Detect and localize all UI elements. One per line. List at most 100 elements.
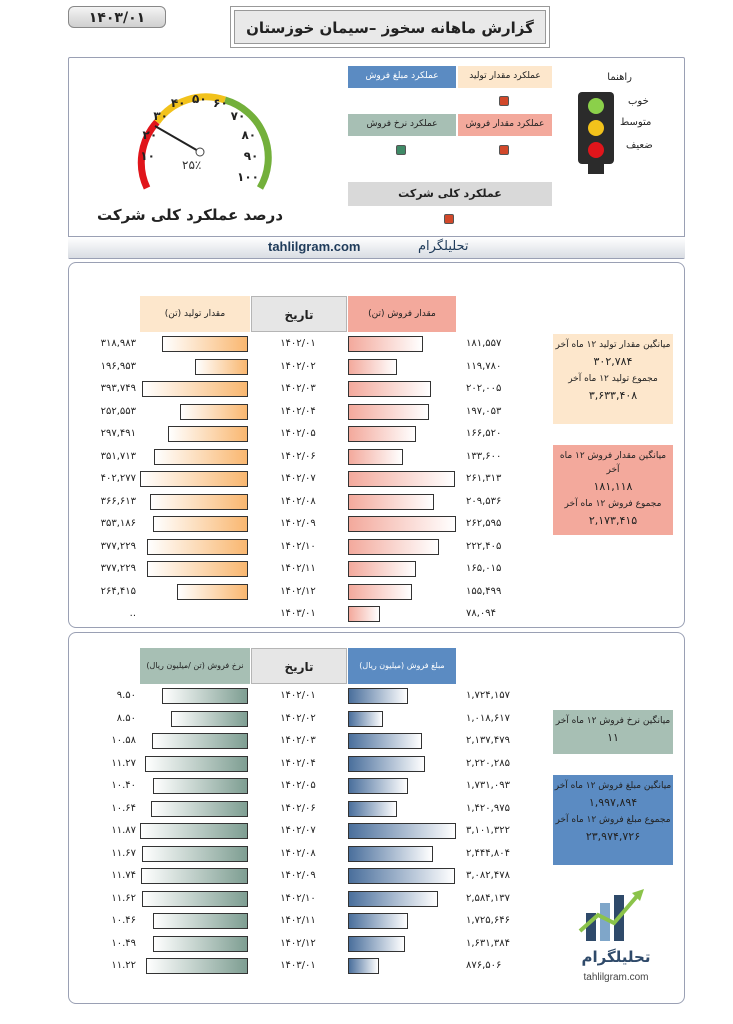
right-bar <box>348 358 397 375</box>
right-bar <box>348 890 438 907</box>
left-bar <box>142 890 248 907</box>
stats-rate: میانگین نرخ فروش ۱۲ ماه آخر ۱۱ <box>553 710 673 754</box>
legend-title: راهنما <box>607 72 632 83</box>
performance-gauge <box>137 93 272 190</box>
left-bar <box>153 913 248 929</box>
right-value: ۱,۴۲۰,۹۷۵ <box>466 802 510 814</box>
right-value: ۱۹۷,۰۵۳ <box>466 405 502 417</box>
right-value: ۱,۷۲۴,۱۵۷ <box>466 690 510 701</box>
date-cell: ۱۴۰۲/۰۳ <box>280 383 316 394</box>
left-bar <box>195 358 248 375</box>
left-value: ۱۰.۶۴ <box>111 802 136 814</box>
right-value: ۲۲۲,۴۰۵ <box>466 540 502 552</box>
right-value: ۱۱۹,۷۸۰ <box>466 360 502 372</box>
date-cell: ۱۴۰۲/۰۴ <box>280 757 316 769</box>
date-cell: ۱۴۰۲/۰۹ <box>280 518 316 529</box>
right-bar <box>348 493 434 510</box>
right-bar <box>348 710 383 727</box>
page-title: گزارش ماهانه سخوز –سیمان خوزستان <box>246 19 534 37</box>
right-value: ۱۵۵,۴۹۹ <box>466 585 502 597</box>
cell-overall: عملکرد کلی شرکت <box>348 182 552 206</box>
header-date-2: تاریخ <box>251 648 347 684</box>
right-value: ۱,۷۳۱,۰۹۳ <box>466 780 510 791</box>
gauge-scale-label: ۹۰ <box>243 149 259 164</box>
right-bar <box>348 823 456 839</box>
date-cell: ۱۴۰۲/۱۱ <box>280 915 316 926</box>
left-bar <box>180 403 248 420</box>
date-cell: ۱۴۰۲/۱۱ <box>280 563 316 574</box>
date-cell: ۱۴۰۲/۰۶ <box>280 450 316 462</box>
cell-sales-amount: عملکرد مبلغ فروش <box>348 66 456 88</box>
left-value: ۲۵۲,۵۵۳ <box>100 405 136 417</box>
date-cell: ۱۴۰۳/۰۱ <box>280 960 316 971</box>
brand-site[interactable]: tahlilgram.com <box>268 239 361 254</box>
left-value: ۱۰.۴۹ <box>111 937 136 949</box>
left-bar <box>146 958 248 974</box>
date-cell: ۱۴۰۲/۰۲ <box>280 360 316 372</box>
right-value: ۱۶۵,۰۱۵ <box>466 563 502 574</box>
header-sales-qty: مقدار فروش (تن) <box>348 296 456 332</box>
gauge-scale-label: ۴۰ <box>170 96 186 111</box>
left-value: ۱۱.۲۲ <box>111 960 136 971</box>
left-value: ۱۱.۶۷ <box>111 847 136 859</box>
gauge-scale-label: ۱۰۰ <box>237 170 260 184</box>
stats-amount: میانگین مبلغ فروش ۱۲ ماه آخر ۱,۹۹۷,۸۹۴ م… <box>553 775 673 865</box>
right-bar <box>348 403 429 420</box>
right-value: ۲,۴۴۴,۸۰۴ <box>466 847 510 859</box>
left-bar <box>150 493 248 510</box>
left-value: ۳۵۱,۷۱۳ <box>100 450 136 462</box>
right-bar <box>348 755 425 772</box>
left-value: .. <box>129 608 136 619</box>
right-value: ۸۷۶,۵۰۶ <box>466 960 502 971</box>
left-value: ۳۱۸,۹۸۳ <box>100 338 136 349</box>
left-bar <box>171 710 248 727</box>
right-value: ۱,۶۳۱,۳۸۴ <box>466 937 510 949</box>
date-cell: ۱۴۰۲/۰۶ <box>280 802 316 814</box>
left-bar <box>141 868 248 884</box>
date-cell: ۱۴۰۲/۰۵ <box>280 428 316 439</box>
gauge-yellow-arc <box>154 93 227 125</box>
left-value: ۱۰.۴۰ <box>111 780 136 791</box>
right-value: ۲,۱۳۷,۴۷۹ <box>466 735 510 746</box>
logo-name: تحلیلگرام <box>581 948 651 966</box>
right-bar <box>348 426 416 442</box>
header-rate: نرخ فروش (تن /میلیون ریال) <box>140 648 250 684</box>
right-value: ۱,۷۲۵,۶۴۶ <box>466 915 510 926</box>
right-value: ۳,۰۸۲,۴۷۸ <box>466 870 510 881</box>
gauge-scale-label: ۱۰ <box>140 149 155 164</box>
date-cell: ۱۴۰۲/۰۵ <box>280 780 316 791</box>
right-bar <box>348 935 405 952</box>
cell-production: عملکرد مقدار تولید <box>458 66 552 88</box>
gauge-hub <box>195 147 205 157</box>
right-bar <box>348 561 416 577</box>
gauge-caption: درصد عملکرد کلی شرکت <box>96 206 284 224</box>
date-cell: ۱۴۰۲/۰۷ <box>280 473 316 484</box>
left-bar <box>142 381 248 397</box>
legend-medium: متوسط <box>620 117 652 128</box>
left-bar <box>168 426 248 442</box>
lamp-sales-qty <box>499 145 509 155</box>
right-bar <box>348 800 397 817</box>
date-cell: ۱۴۰۲/۰۳ <box>280 735 316 746</box>
left-value: ۱۱.۶۲ <box>111 892 136 904</box>
right-bar <box>348 583 412 600</box>
left-value: ۱۹۶,۹۵۳ <box>100 360 136 372</box>
left-value: ۲۶۴,۴۱۵ <box>100 585 136 597</box>
stats-production: میانگین مقدار تولید ۱۲ ماه آخر ۳۰۲,۷۸۴ م… <box>553 334 673 424</box>
left-value: ۳۹۳,۷۴۹ <box>100 383 136 394</box>
left-bar <box>162 336 248 352</box>
header-amount: مبلغ فروش (میلیون ریال) <box>348 648 456 684</box>
left-bar <box>177 583 248 600</box>
left-bar <box>142 845 248 862</box>
date-cell: ۱۴۰۲/۰۱ <box>280 690 316 701</box>
right-bar <box>348 381 431 397</box>
right-value: ۲,۲۲۰,۲۸۵ <box>466 757 510 769</box>
date-cell: ۱۴۰۳/۰۱ <box>280 608 316 619</box>
logo-site[interactable]: tahlilgram.com <box>583 972 649 983</box>
gauge-scale-label: ۳۰ <box>153 109 168 124</box>
right-value: ۲۰۹,۵۳۶ <box>466 495 502 507</box>
right-bar <box>348 606 380 622</box>
gauge-scale-label: ۷۰ <box>230 109 246 124</box>
right-bar <box>348 845 433 862</box>
right-bar <box>348 733 422 749</box>
